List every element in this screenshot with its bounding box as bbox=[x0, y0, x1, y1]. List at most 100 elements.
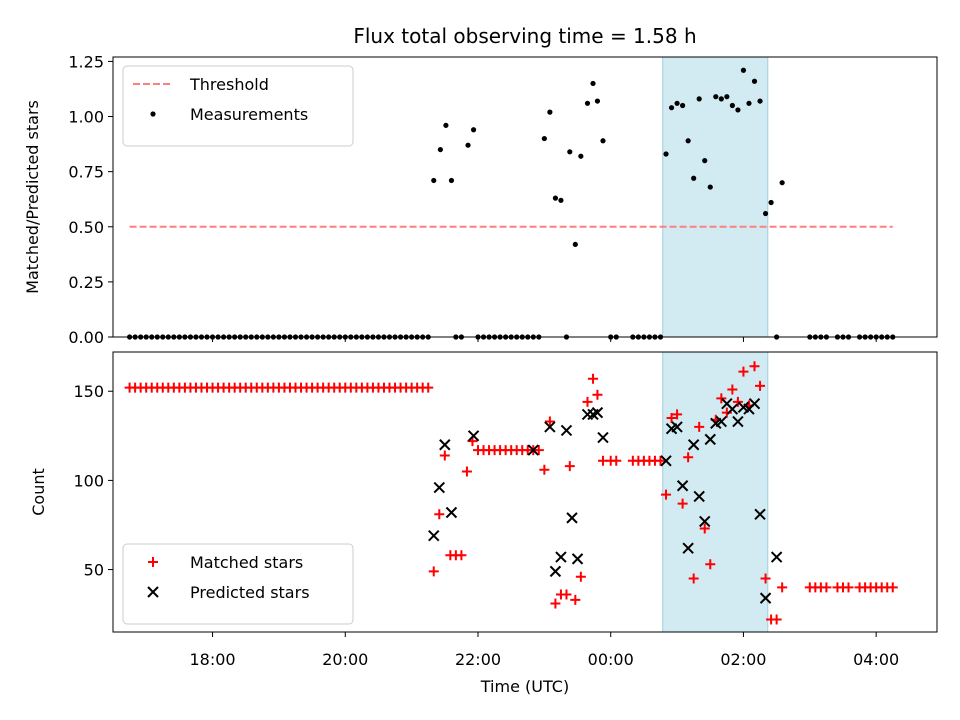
bottom-series-predicted-stars-point bbox=[566, 512, 578, 524]
bottom-series-predicted-stars-point bbox=[671, 421, 683, 433]
bottom-series-matched-stars-point bbox=[550, 598, 561, 609]
bottom-series-predicted-stars-point bbox=[715, 415, 728, 428]
bottom-series-matched-stars-point bbox=[592, 389, 603, 400]
top-series-measurements-point bbox=[547, 109, 553, 115]
bottom-series-matched-stars-point bbox=[428, 566, 439, 577]
bottom-series-predicted-stars-point bbox=[704, 433, 716, 446]
x-tick-label: 20:00 bbox=[322, 650, 368, 669]
top-series-measurements-point bbox=[567, 149, 573, 155]
top-series-measurements-point bbox=[735, 107, 741, 113]
top-series-measurements-point bbox=[680, 102, 686, 109]
top-series-measurements-point bbox=[465, 142, 471, 148]
bottom-series-predicted-stars-point bbox=[770, 551, 783, 563]
top-series-measurements-point bbox=[740, 67, 747, 73]
top-series-measurements-point bbox=[696, 96, 702, 102]
top-series-measurements-point bbox=[762, 210, 769, 217]
bottom-legend-predicted-stars-label: Predicted stars bbox=[190, 583, 310, 602]
top-series-measurements-point bbox=[470, 127, 477, 133]
bottom-series-matched-stars-point bbox=[655, 455, 666, 466]
top-ytick-label: 0.00 bbox=[68, 328, 104, 347]
bottom-series-matched-stars-point bbox=[738, 366, 749, 377]
bottom-series-predicted-stars-point bbox=[571, 553, 584, 565]
bottom-ytick-label: 100 bbox=[73, 471, 104, 490]
bottom-panel: 50 100 150 Count Matched stars Predicted st… bbox=[29, 351, 938, 696]
bottom-series-matched-stars-point bbox=[561, 589, 572, 600]
bottom-series-predicted-stars-point bbox=[748, 398, 761, 410]
top-ytick-label: 1.25 bbox=[68, 52, 104, 71]
x-tick-label: 04:00 bbox=[853, 650, 899, 669]
bottom-series-matched-stars-point bbox=[434, 509, 445, 520]
top-series-measurements-point bbox=[431, 177, 437, 184]
top-series-measurements-point bbox=[541, 135, 547, 142]
top-series-measurements-point bbox=[702, 158, 708, 164]
top-series-measurements-point bbox=[584, 100, 591, 106]
bottom-series-predicted-stars-point bbox=[597, 431, 609, 444]
top-series-measurements-point bbox=[663, 151, 669, 157]
x-tick-label: 18:00 bbox=[189, 650, 235, 669]
bottom-series-matched-stars-point bbox=[575, 571, 586, 582]
top-series-measurements-point bbox=[578, 153, 584, 159]
top-series-measurements-point bbox=[594, 98, 601, 104]
x-tick-label: 02:00 bbox=[720, 650, 766, 669]
top-legend-measurements-label: Measurements bbox=[190, 105, 308, 124]
bottom-shaded-interval bbox=[662, 351, 769, 633]
bottom-series-predicted-stars-point bbox=[560, 424, 573, 437]
top-ytick-label: 0.75 bbox=[68, 163, 104, 182]
bottom-series-predicted-stars-point bbox=[754, 508, 766, 521]
bottom-series-predicted-stars-point bbox=[676, 480, 689, 492]
top-series-measurements-point bbox=[768, 199, 774, 206]
bottom-series-matched-stars-point bbox=[672, 409, 683, 420]
bottom-series-predicted-stars-point bbox=[527, 444, 540, 456]
bottom-series-matched-stars-point bbox=[588, 373, 599, 384]
top-series-measurements-point bbox=[558, 197, 564, 203]
bottom-series-matched-stars-point bbox=[777, 582, 788, 593]
bottom-series-matched-stars-point bbox=[755, 380, 766, 391]
top-panel-frame bbox=[112, 56, 938, 338]
bottom-series-matched-stars-point bbox=[887, 582, 898, 593]
bottom-series-predicted-stars-point bbox=[591, 406, 604, 419]
bottom-series-matched-stars-point bbox=[843, 582, 854, 593]
top-series-measurements-point bbox=[437, 146, 443, 153]
top-series-measurements-point bbox=[674, 100, 680, 106]
bottom-series-matched-stars-point bbox=[694, 421, 705, 432]
bottom-series-matched-stars-point bbox=[533, 445, 544, 456]
bottom-ytick-label: 50 bbox=[84, 561, 104, 580]
top-series-measurements-point bbox=[729, 102, 735, 109]
bottom-series-predicted-stars-point bbox=[660, 455, 672, 467]
top-ytick-label: 1.00 bbox=[68, 108, 104, 127]
bottom-series-matched-stars-point bbox=[582, 396, 593, 407]
bottom-series-matched-stars-point bbox=[727, 384, 738, 395]
top-series-measurements-point bbox=[746, 100, 752, 106]
bottom-legend-matched-stars-label: Matched stars bbox=[190, 553, 303, 572]
chart-title: Flux total observing time = 1.58 h bbox=[353, 24, 696, 48]
bottom-series-matched-stars-point bbox=[570, 594, 581, 605]
bottom-series-matched-stars-point bbox=[821, 582, 832, 593]
bottom-series-predicted-stars-point bbox=[759, 592, 772, 604]
bottom-panel-frame bbox=[112, 351, 938, 633]
bottom-series-matched-stars-point bbox=[716, 393, 727, 404]
top-series-measurements-point bbox=[590, 80, 596, 87]
bottom-series-matched-stars-point bbox=[677, 498, 688, 509]
bottom-series-predicted-stars-point bbox=[428, 529, 440, 542]
top-legend: Threshold Measurements bbox=[122, 65, 354, 147]
top-series-measurements-point bbox=[668, 105, 675, 111]
bottom-series-predicted-stars-point bbox=[549, 565, 562, 578]
top-series-measurements-point bbox=[443, 122, 449, 128]
top-series-measurements-point bbox=[685, 138, 691, 144]
top-series-measurements-point bbox=[600, 138, 606, 144]
bottom-series-matched-stars-point bbox=[456, 550, 467, 561]
top-series-measurements-point bbox=[713, 94, 719, 100]
top-ytick-label: 0.50 bbox=[68, 218, 104, 237]
bottom-legend-matched-stars-handle bbox=[148, 557, 158, 567]
bottom-series-matched-stars-point bbox=[760, 573, 771, 584]
bottom-series-predicted-stars-point bbox=[439, 439, 451, 451]
top-series-measurements-point bbox=[751, 78, 758, 84]
bottom-series-matched-stars-point bbox=[539, 464, 550, 475]
bottom-ylabel: Count bbox=[29, 468, 48, 516]
top-legend-box bbox=[122, 65, 354, 147]
bottom-series-matched-stars-point bbox=[732, 396, 743, 407]
bottom-series-matched-stars-point bbox=[705, 559, 716, 570]
top-series-measurements-point bbox=[552, 195, 559, 201]
bottom-series-matched-stars-point bbox=[564, 461, 575, 472]
